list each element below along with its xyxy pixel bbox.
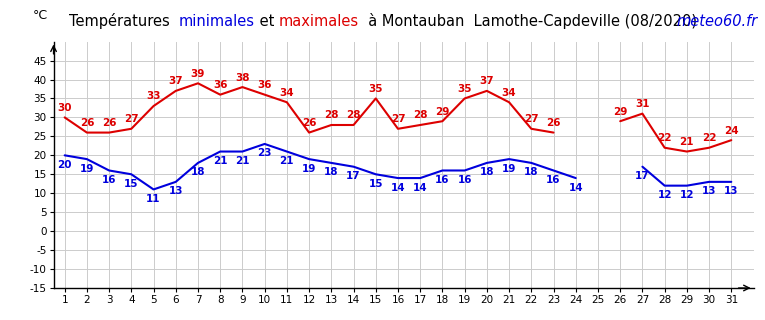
Text: °C: °C (33, 9, 47, 22)
Text: 16: 16 (435, 175, 450, 185)
Text: 11: 11 (146, 194, 161, 204)
Text: 12: 12 (679, 190, 694, 200)
Text: 14: 14 (413, 183, 428, 193)
Text: 22: 22 (702, 133, 716, 143)
Text: 27: 27 (391, 114, 405, 124)
Text: 34: 34 (279, 88, 295, 98)
Text: 21: 21 (213, 156, 227, 166)
Text: meteo60.fr: meteo60.fr (676, 14, 757, 29)
Text: 12: 12 (657, 190, 672, 200)
Text: 26: 26 (302, 118, 317, 128)
Text: 26: 26 (80, 118, 94, 128)
Text: 13: 13 (724, 187, 738, 196)
Text: 34: 34 (502, 88, 516, 98)
Text: 19: 19 (302, 164, 316, 174)
Text: 18: 18 (480, 167, 494, 178)
Text: 37: 37 (480, 76, 494, 86)
Text: 38: 38 (235, 73, 249, 83)
Text: 37: 37 (168, 76, 183, 86)
Text: 19: 19 (502, 164, 516, 174)
Text: 18: 18 (190, 167, 205, 178)
Text: 17: 17 (347, 171, 361, 181)
Text: 21: 21 (235, 156, 249, 166)
Text: 16: 16 (457, 175, 472, 185)
Text: 18: 18 (324, 167, 339, 178)
Text: minimales: minimales (179, 14, 255, 29)
Text: 15: 15 (124, 179, 138, 189)
Text: 21: 21 (679, 137, 694, 147)
Text: 29: 29 (613, 107, 627, 117)
Text: 15: 15 (369, 179, 383, 189)
Text: 30: 30 (57, 103, 72, 113)
Text: 23: 23 (257, 148, 272, 158)
Text: 39: 39 (190, 69, 205, 79)
Text: 36: 36 (213, 80, 227, 90)
Text: 16: 16 (102, 175, 116, 185)
Text: 28: 28 (347, 110, 361, 120)
Text: 35: 35 (369, 84, 383, 94)
Text: et: et (255, 14, 279, 29)
Text: 26: 26 (546, 118, 561, 128)
Text: 29: 29 (435, 107, 450, 117)
Text: 35: 35 (457, 84, 472, 94)
Text: 19: 19 (80, 164, 94, 174)
Text: 27: 27 (124, 114, 138, 124)
Text: 26: 26 (102, 118, 116, 128)
Text: 36: 36 (257, 80, 272, 90)
Text: 21: 21 (280, 156, 294, 166)
Text: 18: 18 (524, 167, 539, 178)
Text: 28: 28 (324, 110, 339, 120)
Text: 33: 33 (146, 92, 161, 101)
Text: 24: 24 (724, 126, 739, 136)
Text: à Montauban  Lamothe-Capdeville (08/2020): à Montauban Lamothe-Capdeville (08/2020) (359, 13, 697, 29)
Text: 14: 14 (568, 183, 583, 193)
Text: 20: 20 (57, 160, 72, 170)
Text: 22: 22 (657, 133, 672, 143)
Text: 13: 13 (702, 187, 716, 196)
Text: maximales: maximales (279, 14, 359, 29)
Text: 16: 16 (546, 175, 561, 185)
Text: 14: 14 (391, 183, 405, 193)
Text: Températures: Températures (69, 13, 179, 29)
Text: 13: 13 (168, 187, 183, 196)
Text: 17: 17 (635, 171, 649, 181)
Text: 27: 27 (524, 114, 539, 124)
Text: 31: 31 (635, 99, 649, 109)
Text: 28: 28 (413, 110, 428, 120)
